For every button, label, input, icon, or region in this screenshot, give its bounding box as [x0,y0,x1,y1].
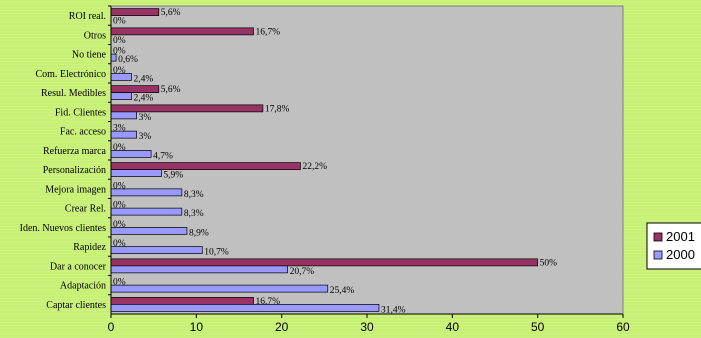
category-label-4: Iden. Nuevos clientes [20,223,106,234]
legend-swatch-2001 [653,232,663,242]
x-tick-label-4: 40 [446,320,460,334]
category-label-15: ROI real. [69,11,106,22]
category-label-12: Com. Electrónico [35,69,106,80]
category-label-7: Personalización [43,165,106,176]
data-label-2001-10: 17,8% [265,104,290,114]
data-label-2000-15: 0% [113,17,126,27]
x-tick-label-0: 0 [108,320,115,334]
category-label-3: Rapidez [73,242,106,253]
data-label-2001-13: 0% [113,47,126,57]
data-label-2001-6: 0% [113,181,126,191]
category-label-8: Refuerza marca [43,146,107,157]
bar-2000-6 [110,188,183,197]
bar-2000-3 [110,246,203,254]
x-tick-label-2: 20 [275,320,289,334]
bar-2001-0 [110,297,254,305]
bar-2000-0 [110,304,380,312]
data-label-2000-1: 25,4% [330,286,355,296]
data-label-2001-5: 0% [113,201,126,211]
category-label-2: Dar a conocer [50,261,107,272]
bar-2001-11 [110,85,160,93]
data-label-2001-3: 0% [113,239,126,249]
data-label-2000-6: 8,3% [184,190,204,200]
data-label-2001-2: 50% [540,258,558,268]
category-label-13: No tiene [72,50,107,61]
x-tick-label-6: 60 [616,320,630,334]
data-label-2000-3: 10,7% [204,248,229,258]
bar-2000-8 [110,150,152,158]
category-label-11: Resul. Medibles [41,88,106,99]
bar-2001-10 [110,104,264,113]
category-label-1: Adaptación [60,281,106,292]
data-label-2000-2: 20,7% [290,267,315,277]
bar-2000-4 [110,227,188,235]
data-label-2000-10: 3% [139,113,152,123]
data-label-2000-13: 0,6% [118,55,138,65]
data-label-2000-8: 4,7% [153,151,173,161]
data-label-2000-0: 31,4% [381,305,406,315]
data-label-2001-15: 5,6% [161,8,181,18]
data-label-2000-14: 0% [113,36,126,46]
category-label-0: Captar clientes [46,300,106,311]
data-label-2001-9: 3% [113,124,126,134]
bar-2000-7 [110,169,162,177]
x-tick-label-3: 30 [360,320,374,334]
data-label-2000-12: 2,4% [133,74,153,84]
bar-2001-14 [110,27,254,36]
data-label-2000-11: 2,4% [133,94,153,104]
bar-2000-11 [110,92,132,100]
bar-2001-15 [110,8,160,16]
bar-2000-10 [110,111,137,120]
category-label-5: Crear Rel. [65,204,106,215]
data-label-2000-7: 5,9% [163,171,183,181]
category-label-14: Otros [84,30,106,41]
bar-2001-2 [110,258,539,267]
category-label-9: Fac. acceso [60,127,106,138]
data-label-2000-9: 3% [139,132,152,142]
category-label-6: Mejora imagen [45,184,106,195]
bar-2000-5 [110,207,183,216]
legend-label-2000: 2000 [666,247,695,262]
bar-2000-2 [110,265,288,274]
legend-box [646,222,701,270]
data-label-2001-11: 5,6% [161,85,181,95]
bar-2000-13 [110,53,117,62]
bar-2000-1 [110,284,329,293]
x-tick-label-1: 10 [190,320,204,334]
data-label-2000-4: 8,9% [189,228,209,238]
data-label-2001-14: 16,7% [256,27,281,37]
bar-2000-9 [110,130,137,139]
data-label-2000-5: 8,3% [184,209,204,219]
data-label-2001-1: 0% [113,278,126,288]
x-tick-label-5: 50 [531,320,545,334]
data-label-2001-7: 22,2% [302,162,327,172]
category-label-10: Fid. Clientes [55,107,106,118]
legend-swatch-2000 [653,250,663,260]
bar-2000-12 [110,73,132,81]
data-label-2001-8: 0% [113,143,126,153]
data-label-2001-12: 0% [113,66,126,76]
bar-2001-7 [110,162,301,170]
legend-label-2001: 2001 [666,229,695,244]
data-label-2001-0: 16,7% [256,297,281,307]
data-label-2001-4: 0% [113,220,126,230]
